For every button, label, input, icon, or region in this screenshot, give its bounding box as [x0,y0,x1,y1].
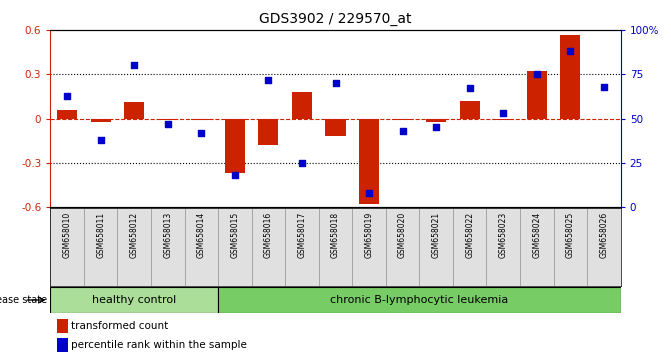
Bar [285,208,319,286]
Point [599,84,609,90]
Point [498,110,509,116]
Text: transformed count: transformed count [70,321,168,331]
Bar [486,208,520,286]
Bar [124,102,144,119]
Point [397,128,408,134]
Text: healthy control: healthy control [92,295,176,305]
Text: GSM658017: GSM658017 [297,212,307,258]
Point [62,93,72,98]
Bar [158,119,178,120]
Bar [325,119,346,136]
Bar [426,119,446,121]
Text: GSM658015: GSM658015 [230,212,240,258]
Text: GSM658011: GSM658011 [96,212,105,258]
Bar [359,119,379,204]
Text: GSM658023: GSM658023 [499,212,508,258]
Bar [151,208,185,286]
Text: percentile rank within the sample: percentile rank within the sample [70,340,246,350]
Bar [453,208,486,286]
Bar [218,287,621,313]
Text: GSM658016: GSM658016 [264,212,273,258]
Bar [117,208,151,286]
Bar [218,208,252,286]
Bar [56,338,68,352]
Text: GSM658012: GSM658012 [130,212,139,258]
Bar [292,92,312,119]
Bar [560,34,580,119]
Bar [252,208,285,286]
Text: GSM658020: GSM658020 [398,212,407,258]
Point [531,72,542,77]
Point [129,63,140,68]
Bar [554,208,587,286]
Point [297,160,307,166]
Text: GSM658022: GSM658022 [465,212,474,258]
Bar [258,119,278,145]
Bar [493,119,513,120]
Text: GSM658013: GSM658013 [163,212,172,258]
Point [263,77,274,82]
Point [565,48,576,54]
Point [95,137,106,143]
Bar [393,119,413,120]
Point [330,80,341,86]
Bar [319,208,352,286]
Bar [386,208,419,286]
Text: GDS3902 / 229570_at: GDS3902 / 229570_at [259,12,412,27]
Point [431,125,442,130]
Bar [91,119,111,121]
Point [364,190,374,196]
Bar [191,119,211,120]
Point [464,86,475,91]
Text: GSM658025: GSM658025 [566,212,575,258]
Text: GSM658010: GSM658010 [62,212,72,258]
Bar [50,208,84,286]
Text: disease state: disease state [0,295,47,305]
Text: GSM658024: GSM658024 [532,212,541,258]
Bar [419,208,453,286]
Bar [520,208,554,286]
Text: GSM658019: GSM658019 [364,212,374,258]
Text: GSM658021: GSM658021 [431,212,441,258]
Point [229,172,240,178]
Bar [185,208,218,286]
Bar [352,208,386,286]
Bar [527,72,547,119]
Bar [56,319,68,333]
Bar [225,119,245,173]
Bar [84,208,117,286]
Point [196,130,207,136]
Bar [50,287,218,313]
Text: chronic B-lymphocytic leukemia: chronic B-lymphocytic leukemia [330,295,509,305]
Text: GSM658014: GSM658014 [197,212,206,258]
Bar [460,101,480,119]
Point [162,121,173,127]
Bar [57,110,77,119]
Text: GSM658018: GSM658018 [331,212,340,258]
Text: GSM658026: GSM658026 [599,212,609,258]
Bar [587,208,621,286]
